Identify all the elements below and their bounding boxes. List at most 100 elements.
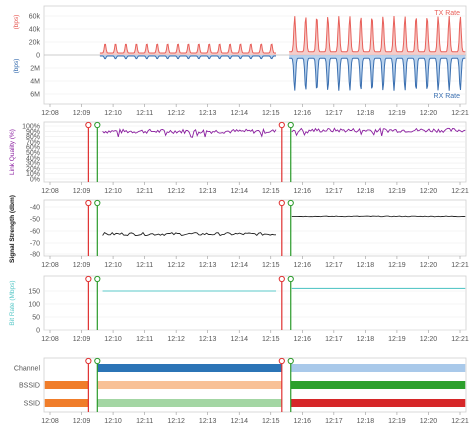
y-axis-label-rx: (bps) [13,59,20,74]
chart-panel-1: 12:08 12:09 12:10 12:11 12:12 12:13 12:14 12:15… [13,5,469,117]
x-tick-label: 12:11 [136,188,153,195]
y-tick-label: 0% [30,177,40,184]
legend-tx-rate: TX Rate [434,10,460,17]
x-tick-label: 12:20 [420,110,438,117]
disconnect-dot [85,199,92,207]
connect-dot [287,199,294,207]
disconnect-dot [85,357,92,365]
x-tick-label: 12:11 [136,418,153,425]
x-tick-label: 12:13 [199,110,217,117]
x-tick-label: 12:10 [104,110,122,117]
y-tick-label: 4M [30,79,40,86]
y-tick-label: 40k [29,27,41,34]
y-tick-label: 40% [26,155,40,162]
band-ssid-7 [97,399,282,407]
chart-panel-3: 12:08 12:09 12:10 12:11 12:12 12:13 12:14 12:15… [9,195,469,269]
tx-area-segment-2 [289,16,466,55]
x-tick-label: 12:20 [420,336,438,343]
x-tick-label: 12:12 [167,188,185,195]
x-tick-label: 12:16 [294,418,312,425]
x-tick-label: 12:08 [41,418,59,425]
connect-dot [287,121,294,129]
y-tick-label: 0 [36,53,40,60]
quality-line-segment-2 [291,127,466,137]
x-tick-label: 12:20 [420,418,438,425]
x-tick-label: 12:12 [167,262,185,269]
y-tick-label: 2M [30,66,40,73]
quality-line-segment-1 [102,127,277,138]
y-tick-label: -70 [30,241,40,248]
x-tick-label: 12:13 [199,336,217,343]
disconnect-dot [278,121,285,129]
x-tick-label: 12:19 [388,418,406,425]
x-tick-label: 12:08 [41,336,59,343]
x-tick-label: 12:10 [104,336,122,343]
connect-dot [287,275,294,283]
x-tick-label: 12:18 [357,110,375,117]
x-tick-label: 12:14 [230,336,248,343]
x-tick-label: 12:18 [357,418,375,425]
x-tick-label: 12:14 [230,262,248,269]
x-tick-label: 12:20 [420,188,438,195]
x-tick-label: 12:21 [451,336,469,343]
x-tick-label: 12:16 [294,110,312,117]
tx-line-segment-2 [289,15,466,53]
x-tick-label: 12:18 [357,336,375,343]
chart-panel-5: 12:08 12:09 12:10 12:11 12:12 12:13 12:14 12:15… [14,357,469,425]
chart-panel-2: 12:08 12:09 12:10 12:11 12:12 12:13 12:14 12:15… [9,121,469,195]
tx-area-segment-1 [99,44,277,55]
x-tick-label: 12:12 [167,110,185,117]
legend-rx-rate: RX Rate [434,93,461,100]
x-tick-label: 12:18 [357,188,375,195]
band-bssid-4 [97,381,282,389]
x-tick-label: 12:19 [388,188,406,195]
x-tick-label: 12:14 [230,110,248,117]
y-tick-label: 50 [32,315,40,322]
band-channel-1 [97,364,282,372]
x-tick-label: 12:21 [451,262,469,269]
x-tick-label: 12:09 [73,188,91,195]
y-axis-label-tx: (bps) [13,15,20,30]
y-tick-label: 100% [22,124,40,131]
band-channel-2 [290,364,466,372]
x-tick-label: 12:19 [388,262,406,269]
y-tick-label: 6M [30,92,40,99]
x-tick-label: 12:13 [199,418,217,425]
x-tick-label: 12:15 [262,110,280,117]
x-tick-label: 12:15 [262,336,280,343]
x-tick-label: 12:21 [451,110,469,117]
x-tick-label: 12:15 [262,262,280,269]
y-axis-label: Link Quality (%) [9,129,16,175]
x-tick-label: 12:17 [325,418,343,425]
disconnect-dot [278,275,285,283]
y-tick-label: -80 [30,252,40,259]
connect-dot [94,275,101,283]
x-tick-label: 12:19 [388,336,406,343]
band-ssid-8 [290,399,466,407]
y-tick-label: 0 [36,328,40,335]
y-tick-label: 30% [26,161,40,168]
x-tick-label: 12:17 [325,188,343,195]
y-tick-label: -50 [30,217,40,224]
x-tick-label: 12:16 [294,336,312,343]
x-tick-label: 12:18 [357,262,375,269]
x-tick-label: 12:11 [136,336,153,343]
x-tick-label: 12:09 [73,262,91,269]
x-tick-label: 12:10 [104,262,122,269]
x-tick-label: 12:17 [325,110,343,117]
y-tick-label: 20% [26,166,40,173]
y-tick-label: 20k [29,40,41,47]
signal-line-segment-1 [102,231,276,237]
x-tick-label: 12:10 [104,188,122,195]
rx-area-segment-2 [289,55,466,91]
tx-line-segment-1 [99,43,276,54]
band-bssid-3 [44,381,89,389]
disconnect-dot [278,357,285,365]
panel-frame [43,199,467,257]
x-tick-label: 12:10 [104,418,122,425]
y-tick-label: 80% [26,134,40,141]
x-tick-label: 12:15 [262,418,280,425]
connect-dot [94,357,101,365]
x-tick-label: 12:21 [451,418,469,425]
